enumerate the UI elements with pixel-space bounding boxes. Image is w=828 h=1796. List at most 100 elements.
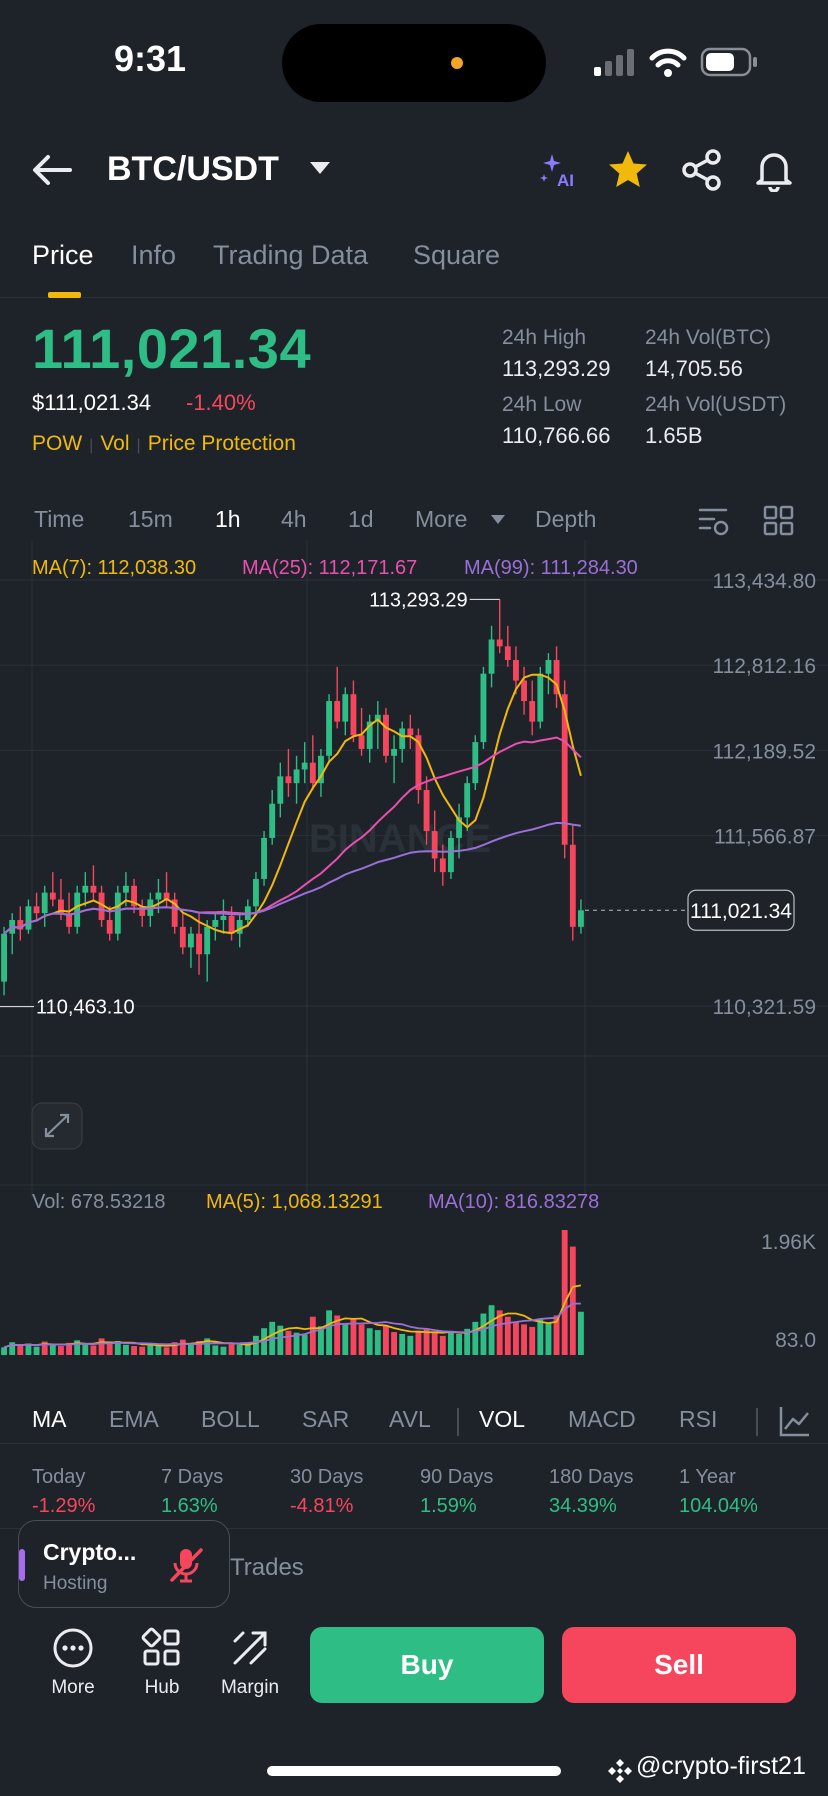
price-usd: $111,021.34 <box>32 390 152 415</box>
arrow-left-icon[interactable] <box>30 150 74 190</box>
price-change: -1.40% <box>186 390 256 415</box>
volume-bar <box>236 1344 243 1355</box>
candle-body <box>407 728 414 736</box>
candle-body <box>228 915 235 934</box>
pair-title[interactable]: BTC/USDT <box>107 150 279 188</box>
candle-body <box>366 721 373 749</box>
candle-body <box>1 933 7 982</box>
tab-price[interactable]: Price <box>32 240 94 270</box>
tab-trades[interactable]: Trades <box>230 1554 304 1581</box>
ma99-legend: MA(99): 111,284.30 <box>464 557 638 579</box>
indicator-settings-icon[interactable] <box>778 1404 812 1438</box>
volume-bar <box>285 1330 292 1355</box>
indicator-vol[interactable]: VOL <box>479 1406 526 1432</box>
more-caret-down-icon[interactable] <box>490 514 506 526</box>
indicator-boll[interactable]: BOLL <box>201 1406 260 1432</box>
stat-24h-high-value: 113,293.29 <box>502 356 611 381</box>
interval-time[interactable]: Time <box>34 506 85 532</box>
interval-1h[interactable]: 1h <box>215 506 241 532</box>
buy-button[interactable]: Buy <box>310 1627 544 1703</box>
volume-bar <box>513 1321 519 1355</box>
nav-margin-label[interactable]: Margin <box>220 1677 280 1698</box>
indicator-ema[interactable]: EMA <box>109 1406 159 1432</box>
volume-bar <box>277 1325 284 1355</box>
live-indicator <box>19 1549 25 1581</box>
indicator-sar[interactable]: SAR <box>302 1406 350 1432</box>
ai-sparkle-icon[interactable]: AI <box>540 148 584 192</box>
volume-bar <box>163 1347 170 1355</box>
stat-24h-vol-usdt-value: 1.65B <box>645 423 703 448</box>
live-card-subtitle: Hosting <box>43 1573 108 1594</box>
volume-legend: Vol: 678.53218 <box>32 1191 166 1213</box>
interval-15m[interactable]: 15m <box>128 506 173 532</box>
indicator-ma[interactable]: MA <box>32 1406 67 1432</box>
nav-more-label[interactable]: More <box>51 1677 95 1698</box>
tab-trading-data[interactable]: Trading Data <box>213 240 369 270</box>
volume-bar <box>131 1346 137 1355</box>
ai-label: AI <box>557 171 574 190</box>
volume-ma5-line <box>3 1284 582 1349</box>
stat-24h-vol-btc-label: 24h Vol(BTC) <box>645 326 772 349</box>
volume-bar <box>464 1328 471 1355</box>
live-hosting-card[interactable]: Crypto... Hosting <box>18 1520 230 1608</box>
volume-bar <box>431 1332 438 1355</box>
chart-markers: 111,021.34 113,293.29 110,463.10 <box>0 589 795 1019</box>
indicator-macd[interactable]: MACD <box>568 1406 636 1432</box>
candle-body <box>374 714 381 722</box>
price-tags: POW | Vol | Price Protection <box>32 432 296 455</box>
margin-icon[interactable] <box>229 1627 271 1669</box>
caret-down-icon[interactable] <box>308 160 332 176</box>
favorite-star-icon[interactable] <box>606 148 650 192</box>
bell-icon[interactable] <box>752 148 796 192</box>
candle-body <box>269 803 276 838</box>
price-tick-label: 113,434.80 <box>712 570 816 593</box>
binance-logo-icon <box>608 1759 632 1783</box>
perf-90d-label: 90 Days <box>420 1466 494 1488</box>
share-icon[interactable] <box>680 148 724 192</box>
tag-pow[interactable]: POW <box>32 432 83 455</box>
chart-settings-icon[interactable] <box>696 504 730 538</box>
candle-body <box>41 892 48 914</box>
candlestick-chart[interactable]: BINANCE 113,434.80112,812.16112,189.5211… <box>0 540 828 1360</box>
candle-body <box>155 892 162 900</box>
candle-body <box>131 885 137 907</box>
ma99-line <box>3 821 582 935</box>
low-marker-label: 110,463.10 <box>36 997 135 1019</box>
candle-body <box>171 899 178 927</box>
interval-1d[interactable]: 1d <box>348 506 374 532</box>
volume-bar <box>244 1342 251 1355</box>
candle-body <box>553 660 560 695</box>
interval-bar: Time 15m 1h 4h 1d More Depth <box>0 500 828 540</box>
tab-square[interactable]: Square <box>413 240 501 270</box>
sell-button[interactable]: Sell <box>562 1627 796 1703</box>
tag-price-protection[interactable]: Price Protection <box>147 432 296 455</box>
interval-4h[interactable]: 4h <box>281 506 307 532</box>
volume-bar <box>25 1343 32 1355</box>
current-price-label: 111,021.34 <box>690 900 792 923</box>
interval-depth[interactable]: Depth <box>535 506 597 532</box>
candle-body <box>391 748 397 756</box>
volume-bar <box>98 1338 105 1355</box>
layout-grid-icon[interactable] <box>762 504 796 538</box>
tab-info[interactable]: Info <box>131 240 177 270</box>
volume-bar <box>472 1321 479 1355</box>
high-marker-label: 113,293.29 <box>369 589 468 611</box>
indicator-rsi[interactable]: RSI <box>679 1406 718 1432</box>
more-icon[interactable] <box>52 1627 94 1669</box>
indicator-avl[interactable]: AVL <box>389 1406 431 1432</box>
mic-muted-icon[interactable] <box>167 1545 207 1585</box>
expand-chart-button[interactable] <box>31 1102 83 1150</box>
nav-hub-label[interactable]: Hub <box>144 1677 180 1698</box>
hub-icon[interactable] <box>141 1627 183 1669</box>
interval-more[interactable]: More <box>415 506 468 532</box>
volume-bar <box>220 1346 227 1355</box>
market-tabs: Price Info Trading Data Square <box>0 236 828 298</box>
volume-bar <box>561 1230 568 1355</box>
perf-1y-label: 1 Year <box>679 1466 736 1488</box>
candle-body <box>33 906 40 914</box>
candle-body <box>423 790 430 832</box>
volume-tick-label: 83.0 <box>775 1329 816 1352</box>
volume-bar <box>578 1311 584 1355</box>
tag-vol[interactable]: Vol <box>100 432 130 455</box>
volume-bar <box>569 1246 576 1355</box>
